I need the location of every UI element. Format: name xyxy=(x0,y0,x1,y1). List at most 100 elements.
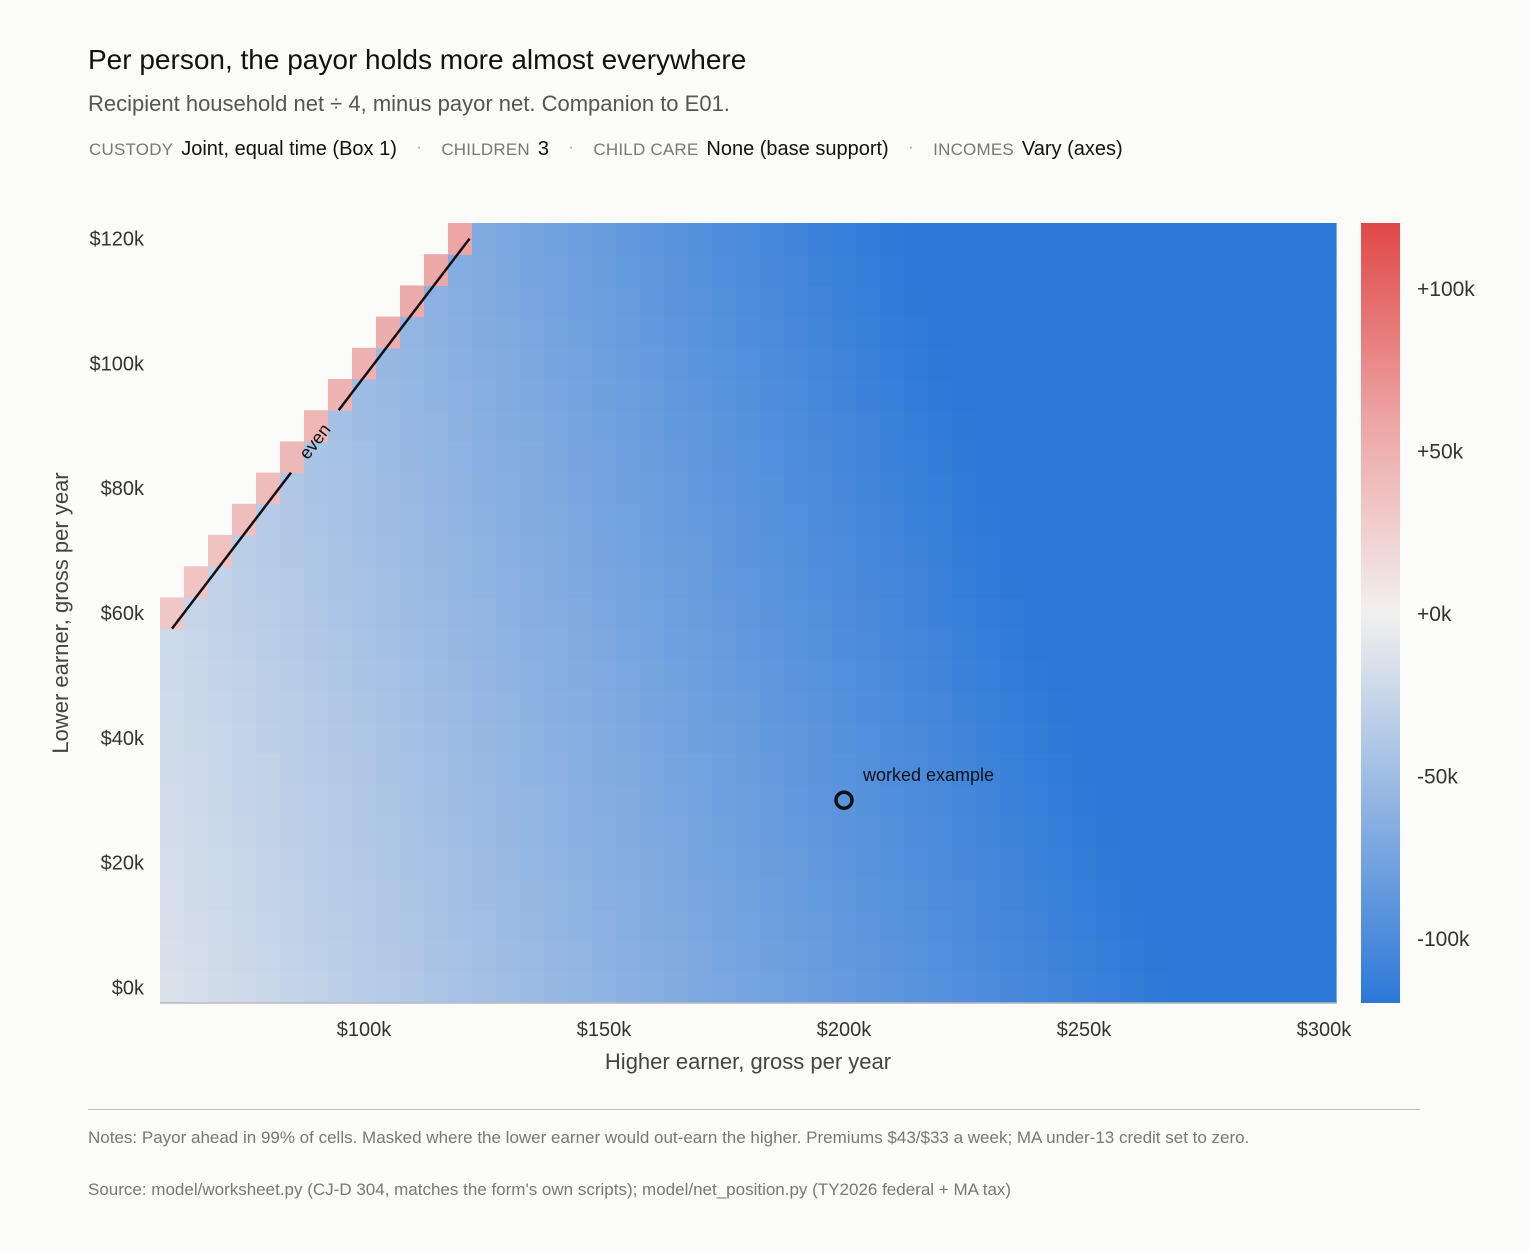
heatmap-cell xyxy=(400,815,425,848)
heatmap-cell xyxy=(664,628,689,661)
heatmap-cell xyxy=(256,940,281,973)
heatmap-cell xyxy=(616,628,641,661)
heatmap-cell xyxy=(688,410,713,442)
heatmap-cell xyxy=(952,254,977,286)
heatmap-cell xyxy=(1144,659,1169,692)
heatmap-cell xyxy=(760,628,785,661)
heatmap-cell xyxy=(1144,223,1169,255)
heatmap-cell xyxy=(760,597,785,630)
heatmap-cell xyxy=(376,597,401,630)
heatmap-cell xyxy=(640,285,665,318)
heatmap-cell xyxy=(784,410,809,442)
heatmap-cell xyxy=(1096,347,1121,380)
heatmap-cell xyxy=(448,254,473,286)
heatmap-cell xyxy=(904,784,929,817)
heatmap-cell xyxy=(472,691,497,723)
heatmap-cell xyxy=(832,223,857,255)
heatmap-cell xyxy=(280,628,305,661)
heatmap-cell xyxy=(496,784,521,817)
heatmap-cell xyxy=(1168,347,1193,380)
heatmap-cell xyxy=(1288,503,1313,536)
heatmap-cell xyxy=(1048,878,1073,910)
heatmap-cell xyxy=(592,347,617,380)
heatmap-cell xyxy=(784,722,809,754)
x-axis-ticks: $100k $150k $200k $250k $300k xyxy=(337,1019,1352,1041)
heatmap-cell xyxy=(712,379,737,411)
heatmap-cell xyxy=(664,691,689,723)
heatmap-cell xyxy=(256,535,281,567)
heatmap-cell xyxy=(472,971,497,1004)
heatmap-cell xyxy=(1168,379,1193,411)
heatmap-cell xyxy=(1096,285,1121,318)
heatmap-cell xyxy=(1048,784,1073,817)
heatmap-cell xyxy=(184,847,209,879)
heatmap-cell xyxy=(1048,223,1073,255)
heatmap-cell xyxy=(400,753,425,786)
heatmap-cell xyxy=(568,441,593,474)
heatmap-cell xyxy=(304,472,329,505)
heatmap-cell xyxy=(496,722,521,754)
heatmap-cell xyxy=(976,441,1001,474)
heatmap-cell xyxy=(1120,784,1145,817)
heatmap-cell xyxy=(280,566,305,598)
heatmap-cell xyxy=(736,597,761,630)
heatmap-cell xyxy=(1072,316,1097,349)
heatmap-cell xyxy=(928,316,953,349)
heatmap-cell xyxy=(472,379,497,411)
heatmap-cell xyxy=(1024,347,1049,380)
heatmap-cell xyxy=(256,878,281,910)
heatmap-cell xyxy=(280,503,305,536)
heatmap-cell xyxy=(568,659,593,692)
heatmap-cell xyxy=(784,628,809,661)
heatmap-cell xyxy=(760,472,785,505)
heatmap-cell xyxy=(568,566,593,598)
heatmap-cell xyxy=(1288,878,1313,910)
heatmap-cell xyxy=(976,878,1001,910)
heatmap-cell xyxy=(712,535,737,567)
heatmap-cell xyxy=(784,379,809,411)
heatmap-cell xyxy=(832,909,857,942)
heatmap-cell xyxy=(760,223,785,255)
meta-key-incomes: INCOMES xyxy=(933,140,1014,159)
heatmap-cell xyxy=(1168,316,1193,349)
heatmap-cell xyxy=(784,815,809,848)
heatmap-cell xyxy=(856,410,881,442)
heatmap-cell xyxy=(640,223,665,255)
heatmap-cell xyxy=(976,316,1001,349)
heatmap-cell xyxy=(1312,659,1337,692)
heatmap-cell xyxy=(280,472,305,505)
heatmap-cell xyxy=(184,722,209,754)
heatmap-cell xyxy=(952,878,977,910)
heatmap-cell xyxy=(688,659,713,692)
heatmap-cell xyxy=(1096,722,1121,754)
heatmap-cell xyxy=(616,379,641,411)
heatmap-cell xyxy=(1240,379,1265,411)
heatmap-cell xyxy=(400,379,425,411)
heatmap-cell xyxy=(1120,410,1145,442)
heatmap-cell xyxy=(808,784,833,817)
heatmap-cell xyxy=(1072,285,1097,318)
heatmap-cell xyxy=(784,909,809,942)
heatmap-cell xyxy=(1048,535,1073,567)
heatmap-cell xyxy=(328,971,353,1004)
heatmap-cell xyxy=(1072,753,1097,786)
heatmap-cell xyxy=(1120,441,1145,474)
heatmap-cell xyxy=(232,753,257,786)
heatmap-cell xyxy=(1144,566,1169,598)
heatmap-cell xyxy=(280,535,305,567)
heatmap-cell xyxy=(712,316,737,349)
heatmap-cell xyxy=(1264,566,1289,598)
y-tick-label: $20k xyxy=(101,853,145,875)
heatmap-cell xyxy=(472,815,497,848)
heatmap-cell xyxy=(880,815,905,848)
heatmap-cell xyxy=(1120,316,1145,349)
heatmap-cell xyxy=(208,909,233,942)
heatmap-cell xyxy=(592,815,617,848)
heatmap-cell xyxy=(784,597,809,630)
heatmap-cell xyxy=(784,441,809,474)
x-tick-label: $300k xyxy=(1297,1019,1352,1041)
heatmap-cell xyxy=(592,940,617,973)
heatmap-cell xyxy=(376,503,401,536)
heatmap-cell xyxy=(160,628,185,661)
heatmap-cell xyxy=(1096,254,1121,286)
